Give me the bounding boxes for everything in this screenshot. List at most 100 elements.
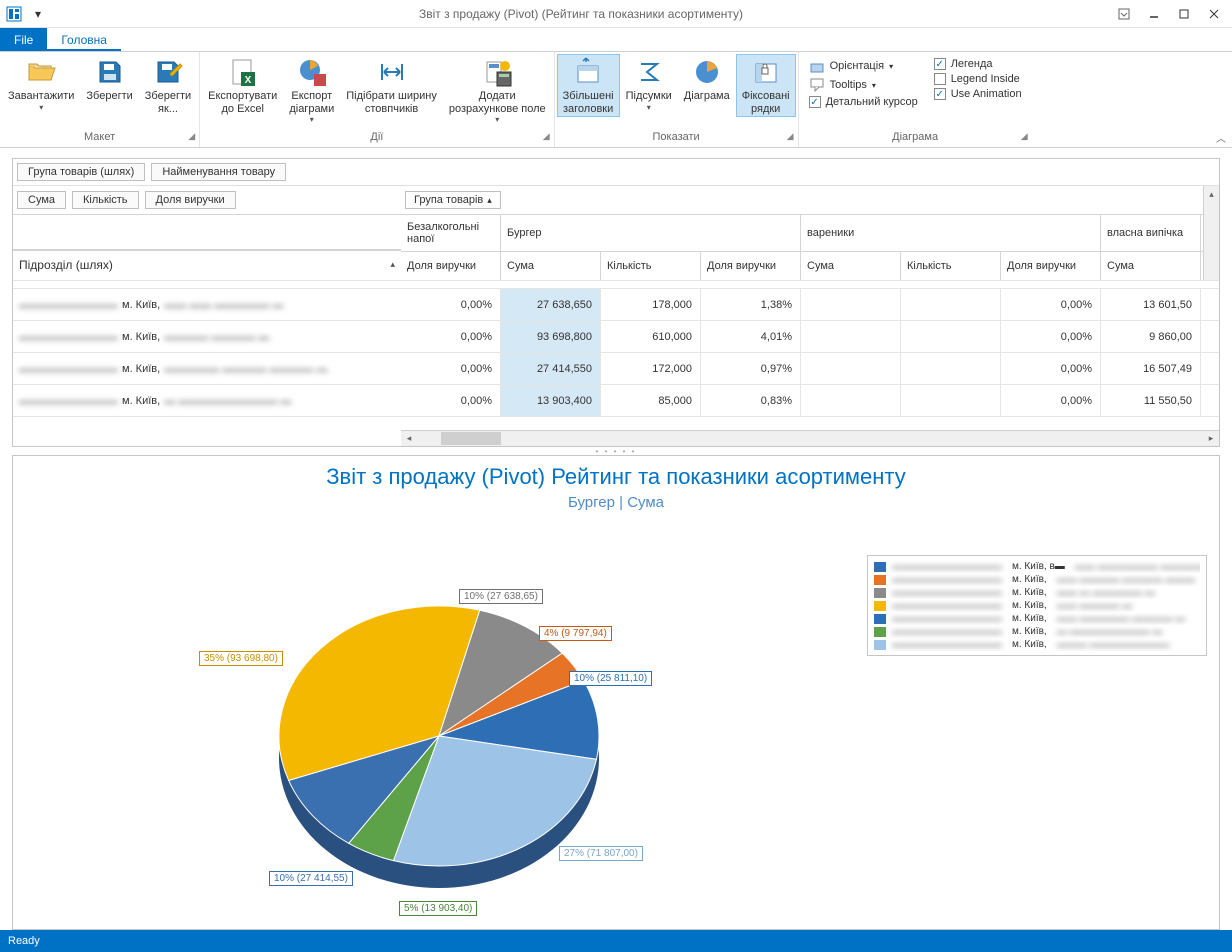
data-cell[interactable]: 16 507,49	[1101, 353, 1201, 384]
data-cell[interactable]: 0,00%	[401, 385, 501, 416]
data-cell[interactable]: 0,97%	[701, 353, 801, 384]
data-cell[interactable]	[801, 385, 901, 416]
data-cell[interactable]	[901, 321, 1001, 352]
save-as-button[interactable]: Зберегти як...	[139, 54, 197, 117]
data-cell[interactable]: 0,00%	[1001, 385, 1101, 416]
data-cell[interactable]: 0,00%	[1001, 353, 1101, 384]
maximize-button[interactable]	[1170, 3, 1198, 25]
legend-check[interactable]: ✓Легенда	[934, 58, 1022, 70]
data-cell[interactable]: 610,000	[601, 321, 701, 352]
data-cell[interactable]: 0,00%	[401, 289, 501, 320]
col-measure-header[interactable]: Сума	[801, 252, 901, 280]
data-cell[interactable]	[901, 289, 1001, 320]
row-header[interactable]: ▬▬▬▬▬▬▬▬▬м. Київ,▬▬▬▬▬ ▬▬▬▬ ▬▬▬▬ ▬	[13, 352, 401, 384]
data-cell[interactable]: 27 638,650	[501, 289, 601, 320]
export-excel-button[interactable]: X Експортувати до Excel	[202, 54, 283, 117]
col-group-header[interactable]: Бургер	[501, 215, 801, 251]
chart-toggle-button[interactable]: Діаграма	[678, 54, 736, 105]
data-cell[interactable]	[801, 289, 901, 320]
tooltips-dropdown[interactable]: Tooltips ▾	[809, 77, 918, 93]
data-cell[interactable]: 1,38%	[701, 289, 801, 320]
data-cell[interactable]: 13 903,400	[501, 385, 601, 416]
data-cell[interactable]: 172,000	[601, 353, 701, 384]
measure-area[interactable]: Сума Кількість Доля виручки	[13, 186, 401, 214]
fit-columns-button[interactable]: Підібрати ширину стовпчиків	[340, 54, 443, 117]
col-field-chip[interactable]: Група товарів▴	[405, 191, 501, 209]
col-group-header[interactable]: власна випічка	[1101, 215, 1201, 251]
measure-chip[interactable]: Доля виручки	[145, 191, 236, 209]
col-group-header[interactable]: Безалкогольні напої	[401, 215, 501, 251]
data-cell[interactable]: 4,01%	[701, 321, 801, 352]
fixed-rows-button[interactable]: Фіксовані рядки	[736, 54, 796, 117]
data-cell[interactable]: 93 698,800	[501, 321, 601, 352]
group-launcher-icon[interactable]: ◢	[543, 131, 550, 142]
horizontal-scrollbar[interactable]: ◂ ▸	[401, 430, 1219, 446]
data-cell[interactable]: 0,00%	[401, 353, 501, 384]
data-cell[interactable]: 13 601,50	[1101, 289, 1201, 320]
ribbon-dropdown-icon[interactable]	[1110, 3, 1138, 25]
row-field-area[interactable]: Група товарів (шлях) Найменування товару	[13, 159, 1219, 186]
vertical-scrollbar[interactable]: ▴	[1203, 186, 1219, 280]
data-cell[interactable]: 27 414,550	[501, 353, 601, 384]
row-axis-dropdown[interactable]: Підрозділ (шлях)▴	[13, 250, 401, 278]
cursor-check[interactable]: ✓Детальний курсор	[809, 96, 918, 108]
legend-item[interactable]: ▬▬▬▬▬▬▬▬▬▬▬м. Київ,▬▬ ▬ ▬▬▬▬▬ ▬	[874, 586, 1200, 599]
statusbar: Ready	[0, 930, 1232, 952]
legend-item[interactable]: ▬▬▬▬▬▬▬▬▬▬▬м. Київ,▬ ▬▬▬▬▬▬▬▬ ▬	[874, 625, 1200, 638]
legend-inside-check[interactable]: Legend Inside	[934, 73, 1022, 85]
measure-chip[interactable]: Сума	[17, 191, 66, 209]
pie-chart-icon	[691, 56, 723, 88]
close-button[interactable]	[1200, 3, 1228, 25]
data-cell[interactable]: 0,00%	[1001, 321, 1101, 352]
orientation-icon	[809, 58, 825, 74]
animation-check[interactable]: ✓Use Animation	[934, 88, 1022, 100]
totals-button[interactable]: Підсумки▾	[620, 54, 678, 114]
minimize-button[interactable]	[1140, 3, 1168, 25]
ribbon-collapse-icon[interactable]: ︿	[1216, 130, 1226, 145]
tab-home[interactable]: Головна	[47, 28, 121, 51]
legend-item[interactable]: ▬▬▬▬▬▬▬▬▬▬▬м. Київ,▬▬ ▬▬▬▬ ▬▬▬▬ ▬▬▬	[874, 573, 1200, 586]
group-launcher-icon[interactable]: ◢	[188, 131, 195, 142]
data-cell[interactable]: 0,00%	[401, 321, 501, 352]
field-chip[interactable]: Найменування товару	[151, 163, 286, 181]
data-cell[interactable]: 0,00%	[1001, 289, 1101, 320]
export-chart-button[interactable]: Експорт діаграми▾	[283, 54, 340, 126]
data-cell[interactable]	[901, 353, 1001, 384]
col-measure-header[interactable]: Кількість	[901, 252, 1001, 280]
col-measure-header[interactable]: Доля виручки	[701, 252, 801, 280]
col-measure-header[interactable]: Сума	[501, 252, 601, 280]
data-cell[interactable]: 9 860,00	[1101, 321, 1201, 352]
splitter[interactable]: • • • • •	[12, 447, 1220, 455]
legend-item[interactable]: ▬▬▬▬▬▬▬▬▬▬▬м. Київ,▬▬ ▬▬▬▬▬ ▬▬▬▬ ▬	[874, 612, 1200, 625]
col-measure-header[interactable]: Доля виручки	[1001, 252, 1101, 280]
calc-field-button[interactable]: Додати розрахункове поле▾	[443, 54, 552, 126]
data-cell[interactable]: 11 550,50	[1101, 385, 1201, 416]
big-headers-button[interactable]: Збільшені заголовки	[557, 54, 620, 117]
group-launcher-icon[interactable]: ◢	[1021, 131, 1028, 142]
col-measure-header[interactable]: Сума	[1101, 252, 1201, 280]
orientation-dropdown[interactable]: Орієнтація ▾	[809, 58, 918, 74]
row-header[interactable]: ▬▬▬▬▬▬▬▬▬м. Київ,▬▬ ▬▬ ▬▬▬▬▬ ▬	[13, 288, 401, 320]
legend-item[interactable]: ▬▬▬▬▬▬▬▬▬▬▬м. Київ, в▬▬▬ ▬▬▬▬▬▬ ▬▬▬▬▬	[874, 560, 1200, 573]
measure-chip[interactable]: Кількість	[72, 191, 139, 209]
field-chip[interactable]: Група товарів (шлях)	[17, 163, 145, 181]
row-header[interactable]: ▬▬▬▬▬▬▬▬▬м. Київ,▬ ▬▬▬▬▬▬▬▬▬ ▬	[13, 384, 401, 416]
save-button[interactable]: Зберегти	[80, 54, 138, 105]
col-measure-header[interactable]: Доля виручки	[401, 252, 501, 280]
tab-file[interactable]: File	[0, 28, 47, 51]
legend-item[interactable]: ▬▬▬▬▬▬▬▬▬▬▬м. Київ,▬▬▬ ▬▬▬▬▬▬▬▬	[874, 638, 1200, 651]
data-cell[interactable]: 85,000	[601, 385, 701, 416]
data-cell[interactable]: 0,83%	[701, 385, 801, 416]
data-cell[interactable]	[801, 321, 901, 352]
data-cell[interactable]	[801, 353, 901, 384]
legend-item[interactable]: ▬▬▬▬▬▬▬▬▬▬▬м. Київ,▬▬ ▬▬▬▬ ▬	[874, 599, 1200, 612]
data-cell[interactable]	[901, 385, 1001, 416]
qat-dropdown-icon[interactable]: ▾	[28, 4, 48, 24]
col-measure-header[interactable]: Кількість	[601, 252, 701, 280]
folder-open-icon	[25, 56, 57, 88]
load-button[interactable]: Завантажити▾	[2, 54, 80, 114]
data-cell[interactable]: 178,000	[601, 289, 701, 320]
group-launcher-icon[interactable]: ◢	[787, 131, 794, 142]
col-group-header[interactable]: вареники	[801, 215, 1101, 251]
row-header[interactable]: ▬▬▬▬▬▬▬▬▬м. Київ,▬▬▬▬ ▬▬▬▬ ▬	[13, 320, 401, 352]
